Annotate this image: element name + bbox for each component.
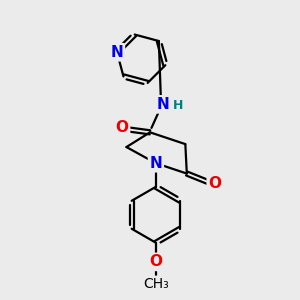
Text: N: N [111, 45, 123, 60]
Text: O: O [116, 120, 128, 135]
Text: H: H [173, 99, 184, 112]
Text: N: N [157, 97, 169, 112]
Text: O: O [149, 254, 162, 269]
Text: O: O [208, 176, 221, 191]
Text: N: N [149, 156, 162, 171]
Text: CH₃: CH₃ [143, 277, 169, 291]
